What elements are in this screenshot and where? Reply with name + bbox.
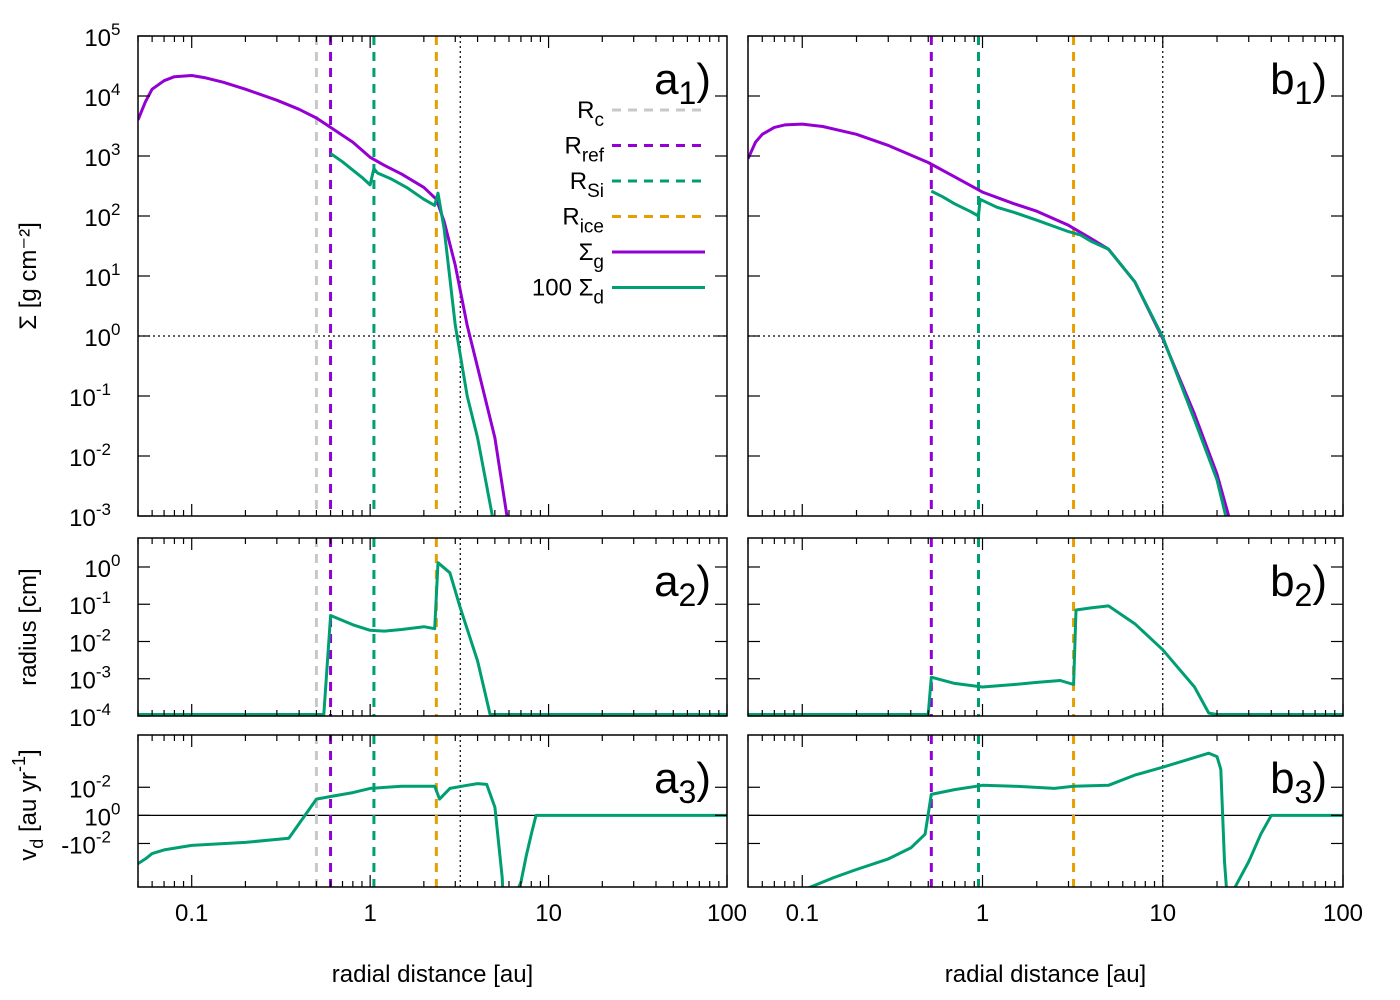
panel-label-b1: b1) [1270,55,1327,111]
y-ticks [138,35,727,517]
y-tick-label: 10-1 [69,380,111,412]
plot-frame [747,734,1344,888]
y-axis-label-radius: radius [cm] [15,568,42,685]
x-ticks [747,735,1344,887]
legend-label-r-si: RSi [570,168,604,202]
x-tick-label: 1 [363,900,376,927]
panel-b3 [747,734,1344,888]
series-sigma-d-line [748,604,1343,716]
x-axis-label: radial distance [au] [945,961,1146,988]
y-tick-label: 10-4 [69,700,111,732]
y-tick-label: 105 [84,20,120,52]
y-tick-label: 10-1 [69,588,111,620]
y-ticks [138,786,727,845]
panel-label-a3: a3) [654,754,711,810]
y-ticks [748,566,1343,717]
plot-frame [137,537,728,717]
y-tick-label: 10-3 [69,663,111,695]
y-ticks [748,35,1343,517]
series-sigma-d-line [329,152,494,516]
legend-label-sigma-g: Σg [579,239,604,273]
y-tick-label: 101 [84,260,120,292]
legend-label-r-c: Rc [577,97,604,131]
x-ticks [137,36,728,516]
y-axis-label-sigma: Σ [g cm⁻²] [15,222,42,330]
series-sigma-d-line [138,561,727,716]
legend-label-r-ref: Rref [564,133,604,167]
plot-frame [747,537,1344,717]
y-tick-label: 100 [84,799,120,831]
x-tick-label: 1 [976,900,989,927]
y-tick-label: 100 [84,320,120,352]
plot-frame [747,35,1344,517]
y-ticks [748,786,1343,845]
x-tick-label: 100 [1323,900,1363,927]
x-ticks [747,36,1344,516]
series-sigma-d-line [806,751,1343,887]
y-tick-label: -10-2 [61,827,111,859]
y-tick-label: 10-2 [69,440,111,472]
x-axis-label: radial distance [au] [332,961,533,988]
series-sigma-g-line [748,122,1231,516]
y-tick-label: 10-2 [69,771,111,803]
y-tick-label: 100 [84,551,120,583]
panel-a3 [137,734,728,888]
x-ticks [747,538,1344,716]
y-tick-label: 104 [84,80,120,112]
x-tick-label: 0.1 [786,900,819,927]
x-tick-label: 100 [707,900,747,927]
panel-b2 [747,537,1344,717]
plot-frame [137,734,728,888]
y-tick-label: 10-3 [69,500,111,532]
panel-label-b2: b2) [1270,557,1327,613]
plot-frame [137,35,728,517]
y-tick-label: 102 [84,200,120,232]
series-sigma-g-line [138,74,509,516]
series-sigma-d-line [930,189,1228,516]
y-ticks [138,566,727,717]
panel-a2 [137,537,728,717]
legend-label-r-ice: Rice [562,204,604,238]
panel-a1 [137,35,728,517]
y-tick-label: 103 [84,140,120,172]
panel-label-b3: b3) [1270,754,1327,810]
legend-label-sigma-d: 100 Σd [532,275,604,309]
x-ticks [137,735,728,887]
panel-b1 [747,35,1344,517]
x-tick-label: 0.1 [175,900,208,927]
panel-label-a2: a2) [654,557,711,613]
series-sigma-d-line [138,782,727,887]
x-tick-label: 10 [1149,900,1176,927]
panel-label-a1: a1) [654,55,711,111]
y-axis-label-vd: vd [au yr-1] [9,749,47,860]
x-ticks [137,538,728,716]
y-tick-label: 10-2 [69,625,111,657]
x-tick-label: 10 [535,900,562,927]
